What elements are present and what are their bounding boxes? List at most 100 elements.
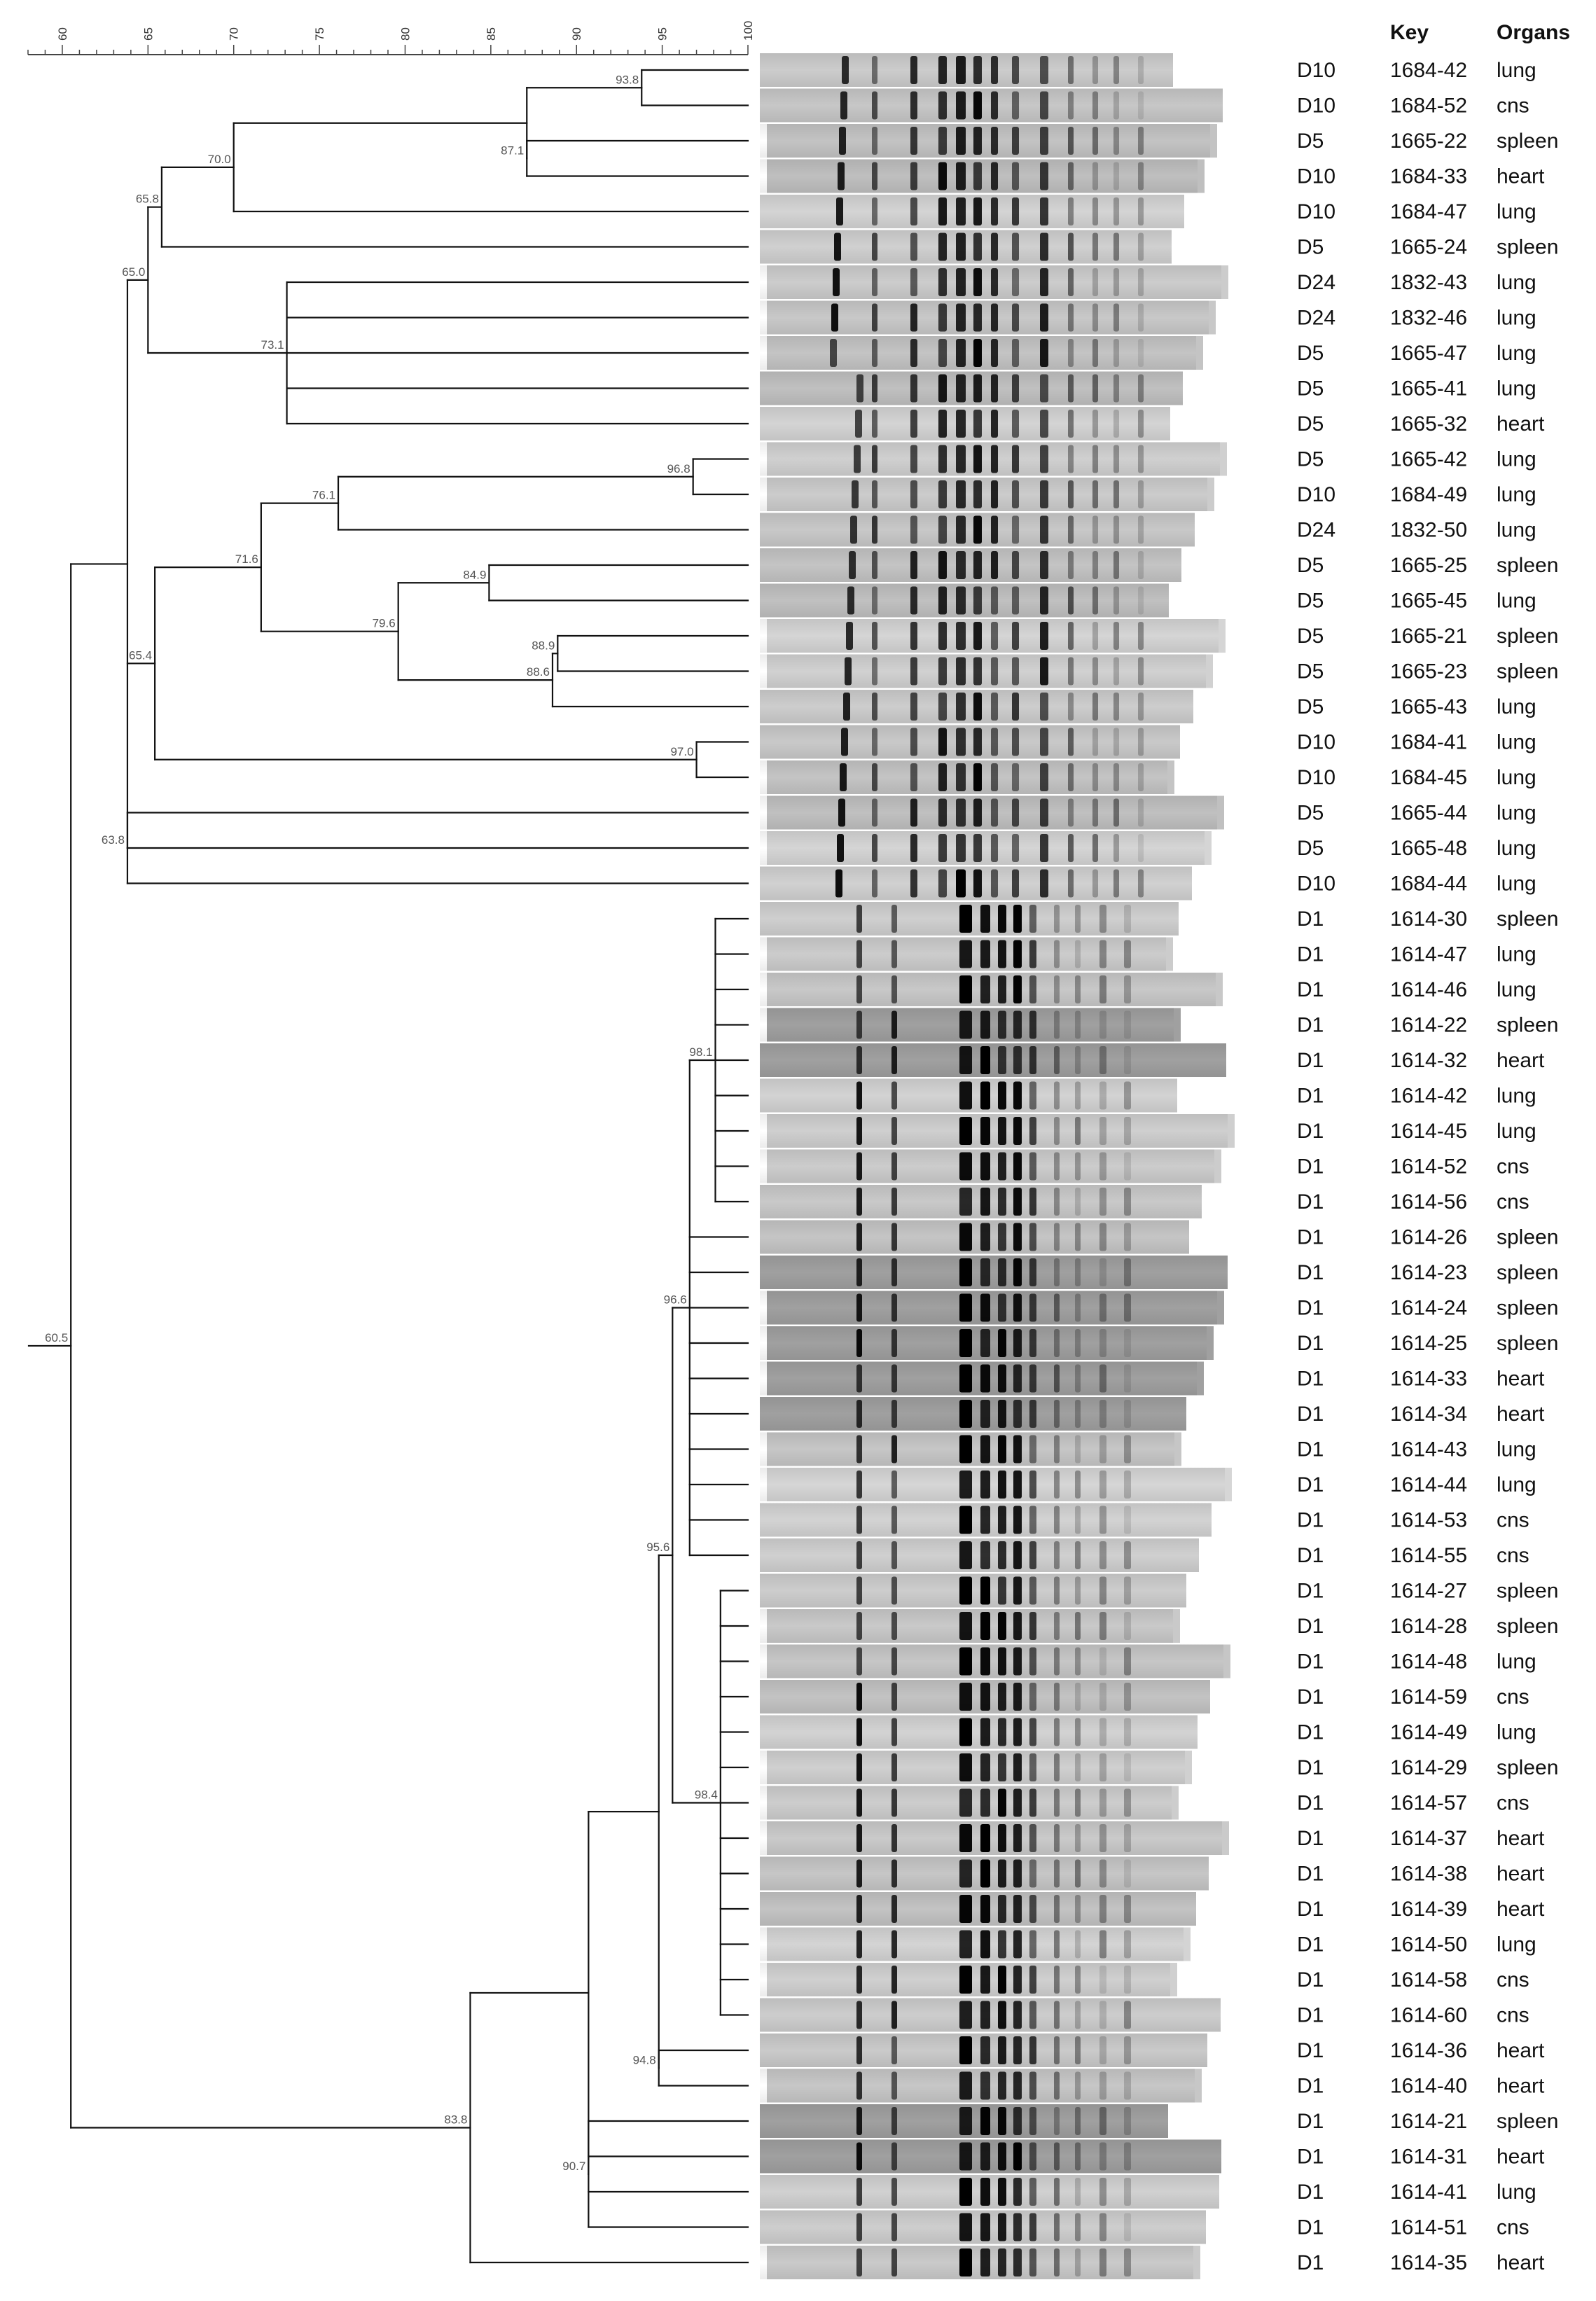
isolate-key: 1614-56	[1390, 1190, 1467, 1214]
isolate-key: 1614-24	[1390, 1297, 1467, 1320]
isolate-key: 1614-21	[1390, 2110, 1467, 2133]
gel-lane	[760, 478, 1214, 511]
gel-lane	[760, 2069, 1202, 2103]
isolate-key: 1684-52	[1390, 95, 1467, 118]
isolate-organ: lung	[1497, 837, 1536, 860]
isolate-key: 1614-58	[1390, 1968, 1467, 1991]
isolate-row: D1 1614-21 spleen	[1297, 2110, 1558, 2133]
isolate-group: D10	[1297, 873, 1335, 896]
isolate-key: 1614-55	[1390, 1544, 1467, 1567]
isolate-group: D24	[1297, 271, 1335, 294]
isolate-organ: spleen	[1497, 1297, 1558, 1320]
gel-lane	[760, 1503, 1212, 1537]
isolate-group: D1	[1297, 943, 1324, 966]
isolate-key: 1614-29	[1390, 1756, 1467, 1779]
isolate-row: D1 1614-56 cns	[1297, 1190, 1529, 1214]
isolate-organ: heart	[1497, 1898, 1545, 1921]
isolate-key: 1614-41	[1390, 2181, 1467, 2204]
node-similarity-label: 71.6	[235, 552, 258, 566]
isolate-organ: spleen	[1497, 1226, 1558, 1249]
isolate-key: 1665-21	[1390, 625, 1467, 648]
isolate-group: D1	[1297, 1544, 1324, 1567]
isolate-organ: heart	[1497, 2039, 1545, 2062]
isolate-key: 1614-38	[1390, 1863, 1467, 1886]
isolate-row: D1 1614-52 cns	[1297, 1155, 1529, 1179]
gel-lane	[760, 1856, 1209, 1891]
isolate-key: 1614-30	[1390, 908, 1467, 931]
isolate-group: D1	[1297, 1933, 1324, 1956]
isolate-organ: lung	[1497, 1438, 1536, 1461]
isolate-key: 1614-31	[1390, 2146, 1467, 2169]
isolate-organ: lung	[1497, 1473, 1536, 1496]
isolate-group: D1	[1297, 1120, 1324, 1143]
gel-lane	[760, 725, 1180, 759]
isolate-group: D5	[1297, 412, 1324, 436]
isolate-group: D1	[1297, 1226, 1324, 1249]
isolate-organ: spleen	[1497, 1014, 1558, 1037]
gel-lane	[760, 1114, 1235, 1148]
isolate-key: 1665-22	[1390, 130, 1467, 153]
isolate-organ: spleen	[1497, 554, 1558, 577]
isolate-organ: lung	[1497, 1120, 1536, 1143]
node-similarity-label: 87.1	[501, 144, 524, 157]
gel-lane	[760, 1149, 1221, 1183]
isolate-key: 1614-53	[1390, 1509, 1467, 1532]
isolate-row: D24 1832-50 lung	[1297, 519, 1536, 542]
isolate-key: 1684-42	[1390, 59, 1467, 82]
isolate-key: 1832-46	[1390, 307, 1467, 330]
isolate-key: 1665-47	[1390, 342, 1467, 365]
isolate-row: D10 1684-42 lung	[1297, 59, 1536, 82]
gel-lane	[760, 795, 1224, 830]
axis-tick-label: 60	[56, 27, 69, 41]
isolate-key: 1614-34	[1390, 1403, 1467, 1426]
node-similarity-label: 95.6	[646, 1541, 669, 1554]
isolate-group: D24	[1297, 519, 1335, 542]
isolate-row: D5 1665-43 lung	[1297, 695, 1536, 718]
isolate-row: D1 1614-59 cns	[1297, 1685, 1529, 1709]
isolate-row: D10 1684-33 heart	[1297, 165, 1545, 188]
isolate-row: D1 1614-48 lung	[1297, 1650, 1536, 1674]
isolate-group: D5	[1297, 590, 1324, 613]
isolate-key: 1832-43	[1390, 271, 1467, 294]
isolate-row: D5 1665-32 heart	[1297, 412, 1545, 436]
isolate-organ: heart	[1497, 1368, 1545, 1391]
isolate-group: D5	[1297, 837, 1324, 860]
node-similarity-label: 96.8	[667, 462, 691, 475]
isolate-organ: cns	[1497, 1685, 1529, 1709]
isolate-key: 1614-28	[1390, 1615, 1467, 1638]
isolate-key: 1665-41	[1390, 377, 1467, 401]
organs-column-header: Organs	[1497, 21, 1570, 44]
gel-lane	[760, 513, 1195, 547]
isolate-group: D1	[1297, 1721, 1324, 1744]
gel-lane	[760, 1256, 1228, 1289]
isolate-group: D5	[1297, 448, 1324, 471]
isolate-group: D1	[1297, 1650, 1324, 1674]
isolate-row: D1 1614-29 spleen	[1297, 1756, 1558, 1779]
isolate-row: D1 1614-39 heart	[1297, 1898, 1545, 1921]
isolate-row: D1 1614-24 spleen	[1297, 1297, 1558, 1320]
gel-lane	[760, 53, 1173, 87]
gel-lane	[760, 1008, 1181, 1042]
isolate-organ: heart	[1497, 1863, 1545, 1886]
isolate-organ: cns	[1497, 95, 1529, 118]
isolate-organ: cns	[1497, 1792, 1529, 1815]
isolate-organ: cns	[1497, 1190, 1529, 1214]
gel-lane	[760, 407, 1170, 440]
gel-lane	[760, 1998, 1221, 2032]
isolate-row: D5 1665-42 lung	[1297, 448, 1536, 471]
isolate-row: D1 1614-49 lung	[1297, 1721, 1536, 1744]
gel-lane	[760, 973, 1223, 1006]
axis-tick-label: 75	[313, 27, 326, 41]
isolate-group: D1	[1297, 1438, 1324, 1461]
isolate-key: 1614-27	[1390, 1580, 1467, 1603]
isolate-row: D1 1614-27 spleen	[1297, 1580, 1558, 1603]
isolate-key: 1684-45	[1390, 766, 1467, 789]
isolate-key: 1684-44	[1390, 873, 1467, 896]
isolate-row: D5 1665-24 spleen	[1297, 236, 1558, 259]
gel-lane	[760, 690, 1193, 723]
gel-lane	[760, 937, 1173, 971]
isolate-key: 1665-23	[1390, 660, 1467, 683]
isolate-group: D5	[1297, 695, 1324, 718]
isolate-organ: lung	[1497, 1721, 1536, 1744]
gel-lane	[760, 866, 1192, 901]
